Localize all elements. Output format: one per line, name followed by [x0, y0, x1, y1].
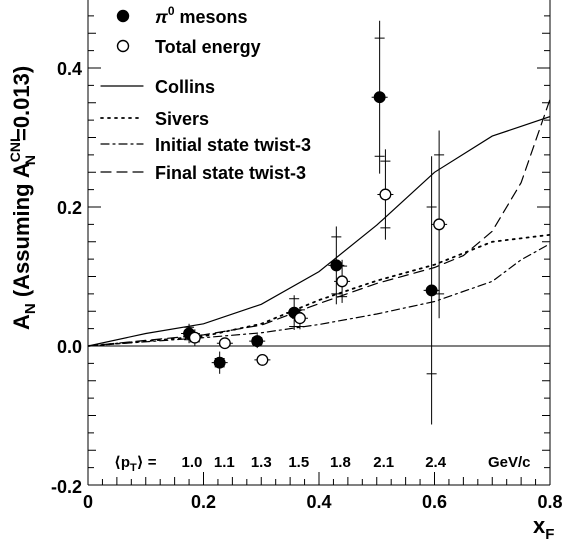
pt-value: 1.5	[288, 454, 309, 471]
legend-label: π0 mesons	[155, 4, 248, 27]
total-energy-point	[218, 337, 231, 350]
legend: π0 mesons Total energy Collins Sivers Initia…	[100, 4, 311, 183]
legend-pi0-marker	[116, 9, 130, 23]
axis-labels: xF AN (Assuming ACNIN=0.013)	[7, 66, 554, 543]
pt-value: 2.4	[425, 454, 447, 471]
y-axis-ticks: -0.2 0.0 0.2 0.4	[51, 15, 550, 497]
x-tick-label: 0.2	[191, 492, 216, 512]
legend-label: Sivers	[155, 109, 209, 129]
total-energy-point	[433, 218, 446, 231]
pi0-point	[213, 356, 226, 369]
pt-value: 2.1	[373, 454, 394, 471]
plot-frame-group	[87, 0, 551, 486]
data-points	[181, 20, 448, 425]
legend-label: Final state twist-3	[155, 163, 306, 183]
sivers-curve	[88, 233, 550, 347]
y-tick-label: 0.0	[57, 337, 82, 357]
pt-value: 1.8	[330, 454, 351, 471]
x-axis-label: xF	[533, 513, 554, 543]
y-tick-label: -0.2	[51, 477, 82, 497]
x-tick-label: 0.6	[422, 492, 447, 512]
total-energy-point	[379, 188, 392, 201]
pt-value: 1.1	[214, 454, 235, 471]
legend-label: Total energy	[155, 37, 261, 57]
pt-value: 1.3	[251, 454, 272, 471]
x-tick-label: 0	[83, 492, 93, 512]
pi0-point	[251, 335, 264, 348]
legend-label: Initial state twist-3	[155, 135, 311, 155]
y-axis-label: AN (Assuming ACNIN=0.013)	[7, 66, 39, 330]
x-tick-label: 0.4	[306, 492, 331, 512]
pt-label: ⟨pT⟩ =	[114, 454, 157, 474]
pt-annotation: ⟨pT⟩ = 1.0 1.1 1.3 1.5 1.8 2.1 2.4 GeV/c	[114, 454, 531, 474]
x-axis-ticks: 0 0.2 0.4 0.6 0.8	[83, 472, 563, 512]
total-energy-point	[293, 312, 306, 325]
total-energy-point	[336, 275, 349, 288]
collins-curve	[88, 116, 550, 347]
initial-state-twist-3-curve	[88, 243, 550, 347]
pt-value: 1.0	[182, 454, 203, 471]
pi0-point	[425, 284, 438, 297]
x-tick-label: 0.8	[537, 492, 562, 512]
pi0-point	[373, 91, 386, 104]
total-energy-point	[256, 353, 269, 366]
y-tick-label: 0.4	[57, 59, 82, 79]
pi0-point	[330, 259, 343, 272]
pt-unit: GeV/c	[488, 454, 531, 471]
legend-total-energy-marker	[116, 39, 130, 53]
legend-label: Collins	[155, 77, 215, 97]
total-energy-point	[188, 331, 201, 344]
y-tick-label: 0.2	[57, 198, 82, 218]
